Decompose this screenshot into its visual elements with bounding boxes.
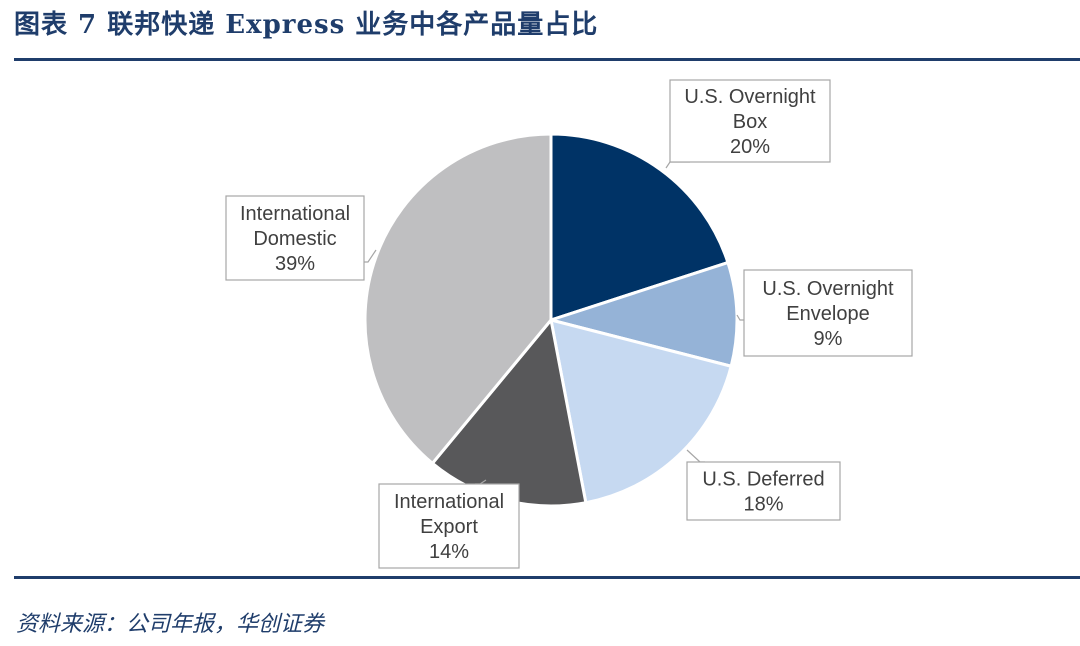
source-note: 资料来源：公司年报，华创证券 [16, 612, 325, 637]
slice-percent: 9% [814, 328, 843, 350]
data-label: U.S. Overnight Box 20% [665, 79, 831, 169]
pie-slice [363, 132, 553, 465]
pie-slice [549, 318, 733, 505]
slice-label: U.S. Deferred [702, 469, 824, 491]
slice-label: Domestic [253, 228, 336, 250]
slice-percent: 18% [743, 494, 783, 516]
slice-label: International [394, 491, 504, 513]
slice-label: Export [420, 516, 478, 538]
data-label: U.S. Overnight Envelope 9% [736, 269, 913, 357]
data-label: International Export 14% [378, 479, 520, 569]
leader-line [364, 249, 377, 263]
leader-line [686, 449, 705, 463]
leader-line [736, 314, 744, 321]
slice-label: U.S. Overnight [684, 86, 816, 108]
label-box [225, 195, 365, 281]
label-box [669, 79, 831, 163]
slice-percent: 39% [275, 253, 315, 275]
label-box [378, 483, 520, 569]
slice-percent: 20% [730, 136, 770, 158]
slice-label: Box [733, 111, 767, 133]
slice-label: International [240, 203, 350, 225]
title-divider [14, 58, 1080, 61]
leader-line [665, 161, 690, 169]
slice-label: U.S. Overnight [762, 278, 894, 300]
slice-percent: 14% [429, 541, 469, 563]
chart-title: 图表 7 联邦快递 Express 业务中各产品量占比 [14, 10, 599, 40]
data-label: International Domestic 39% [225, 195, 377, 281]
label-box [743, 269, 913, 357]
label-box [686, 461, 841, 521]
pie-slice [549, 261, 739, 368]
slice-label: Envelope [786, 303, 869, 325]
data-label: U.S. Deferred 18% [686, 449, 841, 521]
pie-slice [549, 132, 730, 322]
source-divider [14, 576, 1080, 579]
